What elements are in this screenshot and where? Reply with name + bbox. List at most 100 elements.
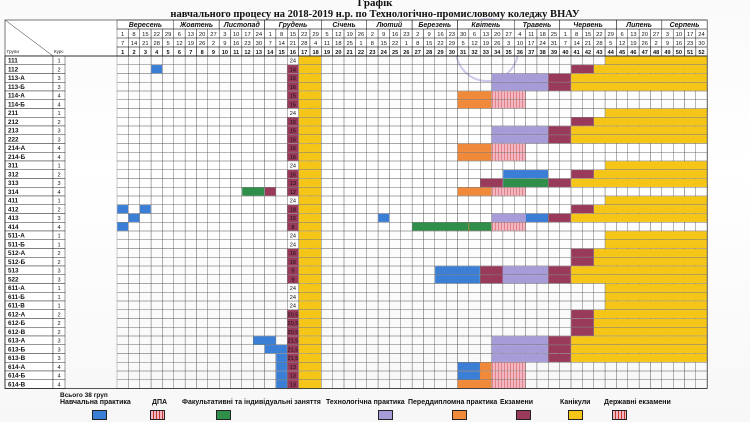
schedule-grid: Вересень Жовтень Листопад Грудень Січень Люти… — [4, 19, 708, 389]
schedule-block-exams — [548, 336, 571, 345]
schedule-block-holidays — [298, 73, 321, 82]
schedule-block-holidays — [594, 257, 707, 266]
weeks-total: 20,5 — [287, 312, 298, 318]
schedule-block-exams — [287, 222, 299, 231]
course-number: 3 — [57, 339, 60, 345]
document-subtitle: навчального процесу на 2018-2019 н.р. по… — [170, 9, 580, 20]
weeks-total: 16 — [290, 260, 296, 266]
schedule-block-exams — [571, 318, 594, 327]
week-number: 16 — [290, 50, 296, 56]
schedule-block-holidays — [571, 266, 707, 275]
date-end: 14 — [573, 41, 580, 47]
schedule-block-tech — [491, 213, 548, 222]
week-number: 51 — [687, 50, 693, 56]
schedule-block-holidays — [298, 266, 321, 275]
schedule-block-exams — [548, 275, 571, 284]
schedule-block-holidays — [298, 143, 321, 152]
schedule-block-prediploma — [457, 152, 492, 161]
course-number: 1 — [57, 242, 60, 248]
schedule-row: 611-А 1 24 — [4, 283, 708, 293]
course-number: 4 — [57, 94, 60, 100]
date-end: 14 — [131, 41, 138, 47]
date-end: 12 — [619, 41, 625, 47]
week-number: 37 — [528, 50, 534, 56]
month-label: Лютий — [376, 21, 403, 29]
schedule-block-holidays — [298, 82, 321, 91]
date-end: 23 — [244, 41, 250, 47]
schedule-block-practice — [457, 362, 480, 371]
schedule-row: 512-Б 2 16 — [4, 257, 708, 267]
group-name: 113-А — [8, 75, 25, 82]
schedule-row: 511-Б 1 24 — [4, 239, 708, 249]
group-name: 611-В — [8, 303, 25, 310]
legend-swatch — [452, 410, 467, 420]
schedule-block-exams — [571, 327, 594, 336]
week-number: 44 — [608, 50, 615, 56]
schedule-row: 112 2 14 — [4, 64, 708, 74]
date-end: 15 — [426, 41, 432, 47]
legend-label: ДПА — [152, 399, 168, 406]
date-end: 5 — [609, 41, 612, 47]
schedule-row: 522 3 9 — [4, 274, 708, 284]
schedule-row: 413 3 16 — [4, 213, 708, 223]
schedule-block-holidays — [571, 135, 707, 144]
group-name: 614-Б — [8, 373, 26, 380]
schedule-block-holidays — [571, 213, 707, 222]
schedule-block-tech — [491, 126, 548, 135]
schedule-block-exams — [287, 266, 299, 275]
week-number: 21 — [347, 50, 353, 56]
schedule-row: 511-А 1 24 — [4, 230, 708, 240]
week-number: 29 — [437, 50, 443, 56]
schedule-block-holidays — [298, 362, 321, 371]
schedule-row: 212 2 16 — [4, 117, 708, 127]
date-end: 31 — [551, 41, 557, 47]
schedule-block-exams — [480, 178, 503, 187]
schedule-block-exams — [287, 143, 299, 152]
week-number: 22 — [358, 50, 364, 56]
course-number: 4 — [57, 225, 60, 231]
date-end: 18 — [335, 41, 341, 47]
schedule-block-practice — [276, 362, 287, 371]
schedule-block-holidays — [298, 292, 321, 301]
group-name: 113-Б — [8, 84, 25, 91]
schedule-block-practice — [276, 380, 287, 389]
week-number: 33 — [483, 50, 489, 56]
schedule-block-practice — [503, 170, 548, 179]
week-number: 14 — [267, 50, 274, 56]
week-number: 4 — [155, 50, 159, 56]
date-end: 2 — [212, 41, 215, 47]
date-start: 15 — [142, 32, 148, 38]
group-name: 611-А — [8, 285, 25, 292]
schedule-block-electives — [469, 222, 492, 231]
date-start: 20 — [199, 32, 205, 38]
month-label: Травень — [523, 22, 552, 29]
course-number: 4 — [57, 374, 60, 380]
course-number: 3 — [57, 216, 60, 222]
schedule-block-holidays — [571, 275, 707, 284]
date-start: 10 — [233, 32, 239, 38]
date-start: 2 — [416, 32, 419, 38]
date-start: 2 — [371, 32, 374, 38]
schedule-block-exams — [548, 345, 571, 354]
schedule-block-holidays — [298, 196, 321, 205]
schedule-block-holidays — [298, 56, 321, 65]
date-end: 16 — [676, 41, 682, 47]
schedule-block-holidays — [298, 231, 321, 240]
course-number: 4 — [57, 102, 60, 108]
course-number: 2 — [57, 321, 60, 327]
schedule-row: 613-Б 3 21,5 — [4, 344, 708, 354]
group-name: 612-А — [8, 311, 26, 318]
schedule-block-holidays — [298, 371, 321, 380]
groups-header-label: Групи — [7, 49, 19, 54]
schedule-block-exams — [548, 126, 571, 135]
schedule-block-tech — [491, 266, 548, 275]
schedule-block-holidays — [594, 327, 707, 336]
course-number: 1 — [57, 199, 60, 205]
schedule-block-holidays — [298, 187, 321, 196]
date-start: 6 — [178, 32, 181, 38]
schedule-block-practice — [264, 345, 287, 354]
weeks-total: 16 — [290, 251, 296, 257]
legend-label: Технологічна практика — [326, 399, 405, 406]
date-end: 22 — [437, 41, 443, 47]
schedule-block-exams — [287, 65, 299, 74]
